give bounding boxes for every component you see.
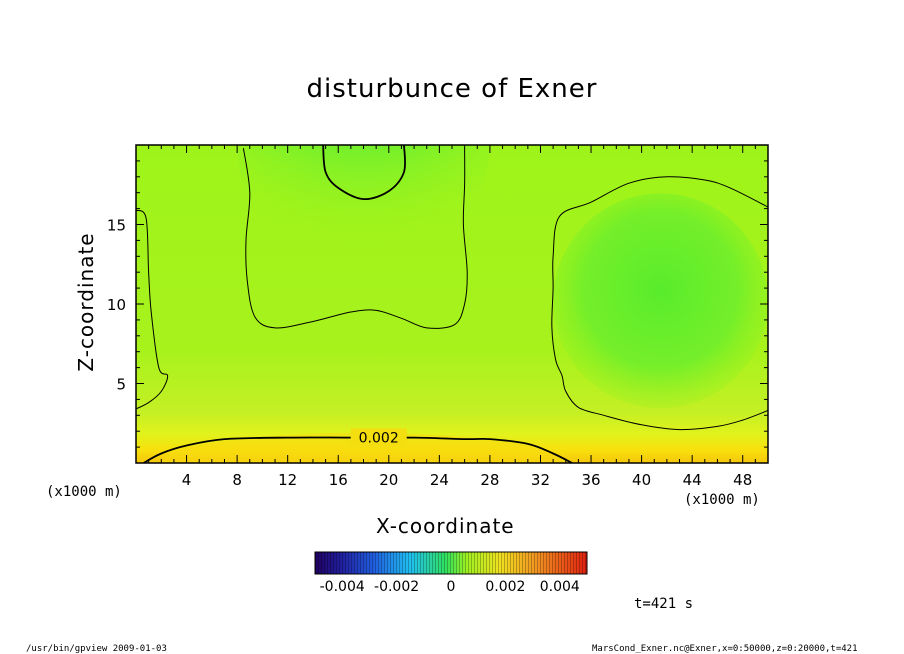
contour-label: 0.002 bbox=[359, 431, 399, 447]
colorbar-tick-label: -0.004 bbox=[320, 579, 365, 595]
y-tick-label: 5 bbox=[116, 376, 126, 394]
x-tick-label: 36 bbox=[581, 471, 600, 489]
field-right-blob bbox=[553, 193, 768, 409]
y-tick-label: 10 bbox=[107, 296, 126, 314]
time-label: t=421 s bbox=[634, 596, 694, 612]
footer-right: MarsCond_Exner.nc@Exner,x=0:50000,z=0:20… bbox=[592, 644, 858, 654]
x-axis-title: X-coordinate bbox=[376, 514, 515, 538]
colorbar-tick-label: -0.002 bbox=[374, 579, 419, 595]
y-axis-title: Z-coordinate bbox=[74, 232, 98, 372]
x-tick-label: 32 bbox=[531, 471, 550, 489]
footer-left: /usr/bin/gpview 2009-01-03 bbox=[26, 644, 167, 654]
field-top-blob bbox=[237, 145, 490, 272]
x-tick-label: 44 bbox=[683, 471, 702, 489]
x-tick-label: 12 bbox=[278, 471, 297, 489]
x-axis-unit: (x1000 m) bbox=[684, 492, 760, 508]
contour-line-3 bbox=[551, 176, 768, 431]
field-bottom-blob bbox=[161, 432, 566, 463]
colorbar-frame bbox=[314, 551, 588, 575]
colorbar-tick-label: 0.002 bbox=[485, 579, 525, 595]
x-tick-label: 8 bbox=[232, 471, 242, 489]
chart-title: disturbunce of Exner bbox=[306, 74, 598, 104]
x-tick-label: 4 bbox=[182, 471, 192, 489]
contour-line-4 bbox=[322, 145, 406, 201]
x-tick-label: 20 bbox=[379, 471, 398, 489]
contour-line-2 bbox=[242, 148, 468, 329]
x-tick-label: 28 bbox=[480, 471, 499, 489]
x-tick-label: 16 bbox=[329, 471, 348, 489]
y-tick-label: 15 bbox=[107, 217, 126, 235]
colorbar-stripes bbox=[315, 552, 587, 574]
contour-label-bg bbox=[350, 428, 407, 446]
contour-line-1 bbox=[136, 209, 169, 410]
x-tick-label: 24 bbox=[430, 471, 449, 489]
colorbar-tick-label: 0 bbox=[447, 579, 456, 595]
colorbar-tick-label: 0.004 bbox=[540, 579, 580, 595]
y-axis-unit: (x1000 m) bbox=[46, 484, 122, 500]
x-tick-label: 40 bbox=[632, 471, 651, 489]
x-tick-label: 48 bbox=[733, 471, 752, 489]
